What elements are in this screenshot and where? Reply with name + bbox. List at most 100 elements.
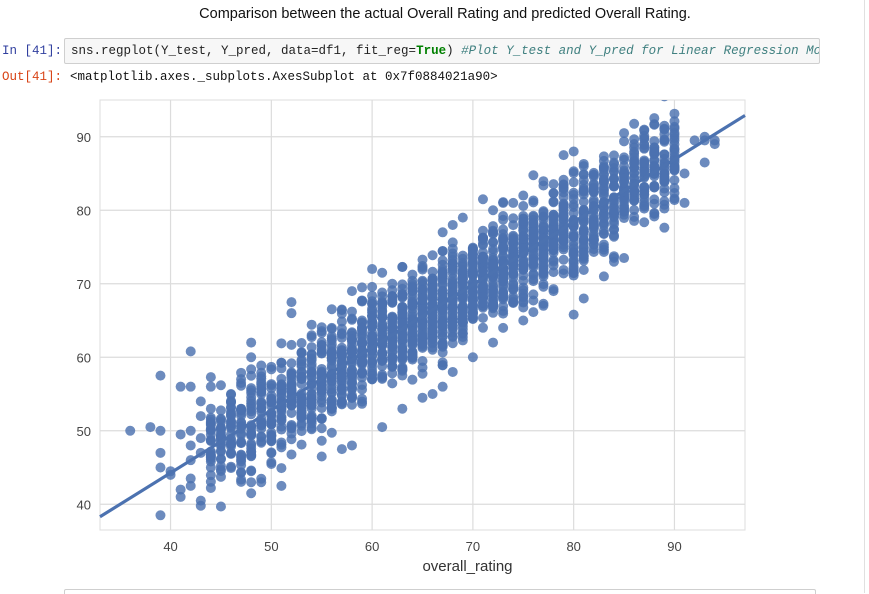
scatter-point — [588, 179, 599, 190]
scatter-point — [377, 369, 388, 380]
scatter-point — [639, 139, 650, 150]
scatter-point — [669, 108, 680, 119]
scatter-point — [387, 360, 398, 371]
scatter-point — [316, 451, 327, 462]
scatter-point — [578, 229, 589, 240]
scatter-point — [246, 466, 257, 477]
scatter-point — [195, 500, 206, 511]
scatter-point — [296, 347, 307, 358]
scatter-point — [367, 281, 378, 292]
scatter-point — [306, 349, 317, 360]
scatter-point — [437, 259, 448, 270]
scatter-point — [205, 462, 216, 473]
scatter-point — [276, 389, 287, 400]
scatter-point — [226, 395, 237, 406]
scatter-point — [518, 282, 529, 293]
scatter-point — [488, 276, 499, 287]
scatter-point — [629, 205, 640, 216]
scatter-point — [397, 261, 408, 272]
scatter-point — [407, 326, 418, 337]
scatter-point — [417, 284, 428, 295]
scatter-point — [246, 352, 257, 363]
scatter-point — [316, 367, 327, 378]
scatter-point — [518, 257, 529, 268]
scatter-point — [679, 197, 690, 208]
notebook-right-edge — [864, 0, 865, 593]
scatter-point — [387, 378, 398, 389]
scatter-point — [437, 360, 448, 371]
scatter-point — [568, 194, 579, 205]
scatter-point — [649, 194, 660, 205]
scatter-point — [608, 166, 619, 177]
scatter-point — [286, 297, 297, 308]
scatter-point — [669, 183, 680, 194]
scatter-point — [629, 118, 640, 129]
scatter-point — [175, 381, 186, 392]
scatter-point — [477, 322, 488, 333]
scatter-point — [447, 219, 458, 230]
scatter-point — [266, 383, 277, 394]
scatter-point — [578, 238, 589, 249]
scatter-point — [639, 201, 650, 212]
scatter-point — [528, 295, 539, 306]
scatter-point — [276, 480, 287, 491]
input-prompt: In [41]: — [2, 44, 63, 58]
scatter-point — [598, 151, 609, 162]
scatter-point — [619, 154, 630, 165]
scatter-point — [256, 477, 267, 488]
code-cell-input[interactable]: sns.regplot(Y_test, Y_pred, data=df1, fi… — [64, 38, 820, 64]
scatter-point — [558, 182, 569, 193]
y-tick-label: 60 — [77, 350, 91, 365]
scatter-point — [357, 282, 368, 293]
scatter-point — [256, 399, 267, 410]
x-tick-label: 90 — [667, 539, 681, 554]
scatter-point — [215, 414, 226, 425]
scatter-point — [488, 300, 499, 311]
scatter-point — [256, 432, 267, 443]
y-tick-label: 80 — [77, 203, 91, 218]
scatter-point — [155, 370, 166, 381]
scatter-point — [508, 234, 519, 245]
scatter-point — [477, 194, 488, 205]
scatter-point — [437, 227, 448, 238]
scatter-point — [538, 267, 549, 278]
scatter-point — [488, 237, 499, 248]
next-cell-edge[interactable] — [64, 589, 816, 594]
scatter-point — [346, 440, 357, 451]
scatter-point — [467, 249, 478, 260]
scatter-point — [457, 264, 468, 275]
scatter-point — [336, 323, 347, 334]
scatter-point — [276, 463, 287, 474]
scatter-point — [256, 379, 267, 390]
scatter-point — [518, 200, 529, 211]
scatter-point — [477, 251, 488, 262]
scatter-point — [598, 229, 609, 240]
scatter-point — [357, 393, 368, 404]
scatter-point — [226, 437, 237, 448]
scatter-point — [236, 436, 247, 447]
scatter-point — [276, 439, 287, 450]
scatter-points — [125, 100, 720, 521]
scatter-point — [528, 170, 539, 181]
scatter-point — [266, 458, 277, 469]
scatter-point — [195, 433, 206, 444]
scatter-point — [457, 328, 468, 339]
scatter-point — [215, 453, 226, 464]
scatter-point — [316, 337, 327, 348]
scatter-point — [286, 339, 297, 350]
scatter-point — [457, 257, 468, 268]
scatter-point — [226, 461, 237, 472]
scatter-point — [296, 406, 307, 417]
scatter-point — [226, 418, 237, 429]
scatter-point — [357, 332, 368, 343]
scatter-point — [598, 170, 609, 181]
scatter-point — [568, 166, 579, 177]
scatter-point — [326, 335, 337, 346]
scatter-point — [619, 177, 630, 188]
scatter-point — [508, 263, 519, 274]
scatter-point — [316, 423, 327, 434]
scatter-point — [226, 389, 237, 400]
scatter-point — [195, 411, 206, 422]
scatter-point — [447, 303, 458, 314]
scatter-point — [598, 184, 609, 195]
